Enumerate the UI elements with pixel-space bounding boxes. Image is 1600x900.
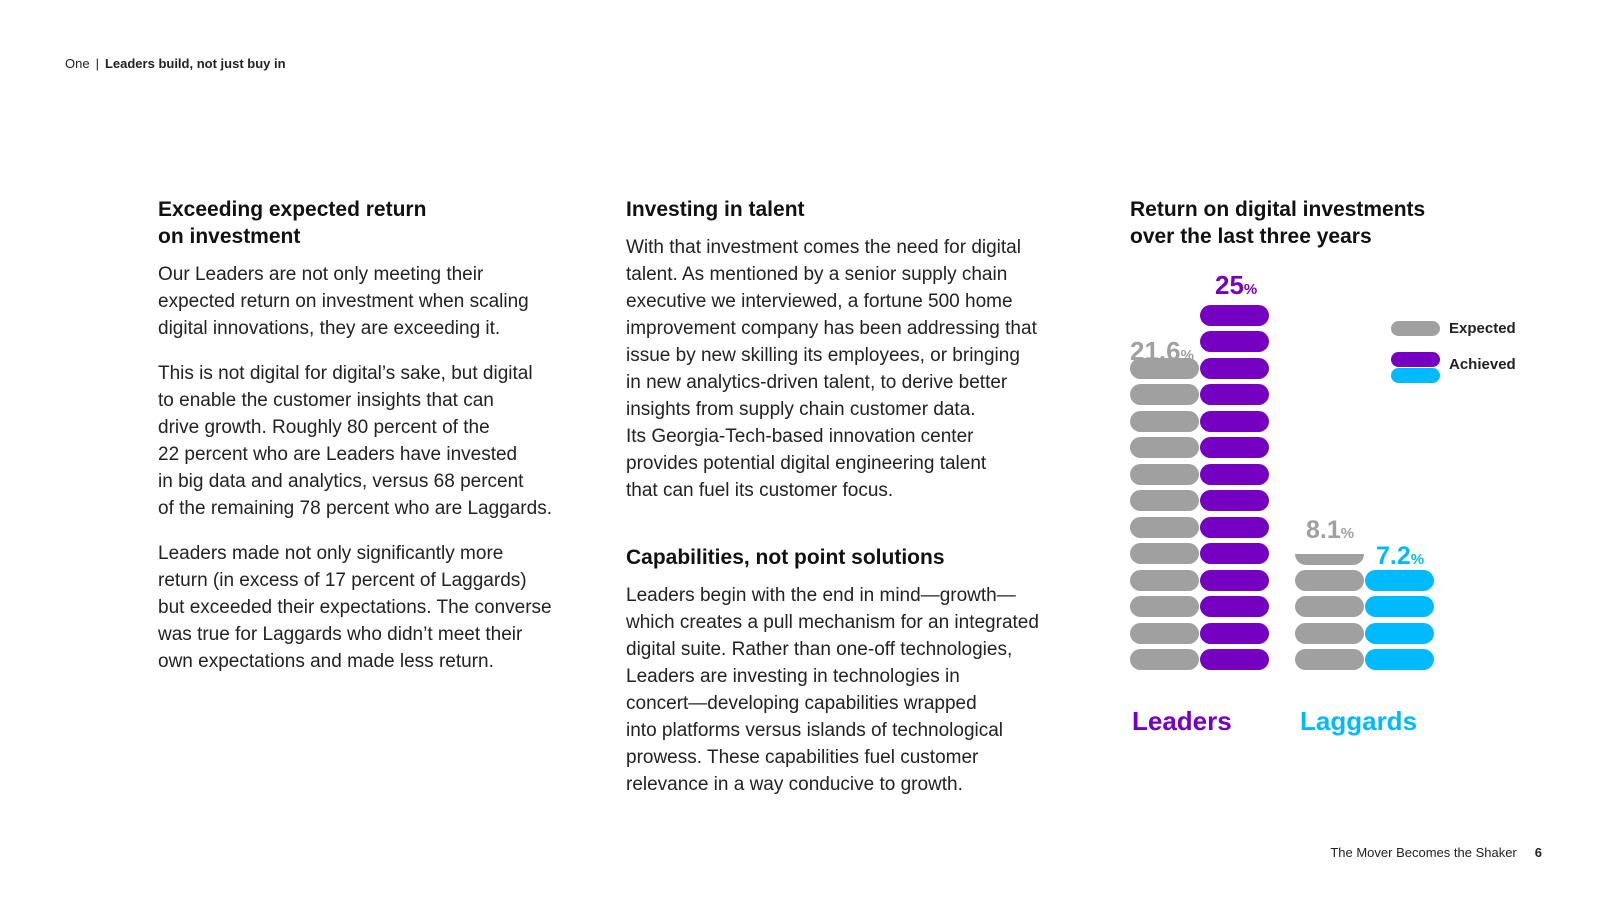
laggards-achieved-pill [1365, 622, 1434, 644]
leaders-achieved-pill [1200, 437, 1269, 458]
leaders-achieved-pill [1200, 357, 1269, 379]
leaders-expected-pill [1130, 463, 1199, 485]
leaders-expected-pill [1130, 384, 1199, 405]
legend-achieved: Achieved [1391, 352, 1516, 383]
laggards-achieved-unit: % [1410, 551, 1425, 568]
legend-achieved-swatch-laggards [1391, 368, 1440, 383]
leaders-achieved-pill [1200, 649, 1269, 670]
leaders-achieved-pill [1200, 384, 1269, 405]
leaders-expected-pill [1130, 516, 1199, 538]
laggards-achieved-pill [1365, 596, 1434, 617]
leaders-expected-pill [1130, 569, 1199, 591]
page-number: 6 [1534, 845, 1542, 860]
column-talent: Investing in talent With that investment… [626, 196, 1096, 798]
laggards-achieved-pill [1365, 569, 1434, 591]
heading-investing-talent: Investing in talent [626, 198, 805, 221]
legend-achieved-swatch-leaders [1391, 352, 1440, 367]
laggards-expected-pill [1295, 569, 1364, 591]
header-title: Leaders build, not just buy in [104, 56, 286, 71]
chart-title: Return on digital investments over the l… [1130, 198, 1426, 248]
leaders-expected-pill [1130, 622, 1199, 644]
leaders-achieved-pill [1200, 516, 1269, 538]
laggards-expected-value-label: 8.1% [1306, 516, 1354, 545]
legend-expected: Expected [1391, 320, 1516, 337]
legend-expected-label: Expected [1449, 320, 1516, 337]
laggards-expected-pill [1295, 649, 1364, 670]
heading-exceeding-return: Exceeding expected return on investment [158, 198, 427, 248]
laggards-expected-unit: % [1340, 525, 1355, 542]
laggards-achieved-value: 7.2 [1376, 542, 1411, 570]
paragraph-meeting-return: Our Leaders are not only meeting their e… [158, 264, 529, 339]
section-label: One [65, 56, 90, 71]
leaders-achieved-pill [1200, 490, 1269, 511]
paragraph-digital-sake: This is not digital for digital’s sake, … [158, 363, 552, 519]
leaders-achieved-pill [1200, 622, 1269, 644]
leaders-achieved-pill [1200, 569, 1269, 591]
leaders-achieved-value: 25 [1215, 270, 1244, 300]
leaders-expected-pill [1130, 596, 1199, 617]
laggards-expected-partial-pill [1295, 554, 1364, 565]
laggards-expected-value: 8.1 [1306, 516, 1341, 544]
laggards-category-label: Laggards [1300, 706, 1418, 736]
leaders-achieved-pill [1200, 463, 1269, 485]
legend-achieved-label: Achieved [1449, 356, 1516, 373]
leaders-achieved-pill [1200, 304, 1269, 326]
footer-title: The Mover Becomes the Shaker [1330, 845, 1517, 860]
leaders-expected-pill [1130, 437, 1199, 458]
leaders-expected-pill [1130, 490, 1199, 511]
heading-capabilities: Capabilities, not point solutions [626, 546, 945, 569]
leaders-expected-pill [1130, 357, 1199, 379]
paragraph-capabilities: Leaders begin with the end in mind—growt… [626, 585, 1039, 795]
return-chart: Return on digital investments over the l… [1130, 196, 1570, 756]
leaders-achieved-pill [1200, 543, 1269, 564]
leaders-achieved-unit: % [1243, 281, 1258, 298]
laggards-achieved-value-label: 7.2% [1376, 542, 1424, 571]
header-separator: | [95, 56, 99, 71]
laggards-achieved-pill [1365, 649, 1434, 670]
leaders-achieved-value-label: 25% [1215, 270, 1257, 301]
laggards-expected-pill [1295, 596, 1364, 617]
laggards-expected-pill [1295, 622, 1364, 644]
legend-expected-swatch [1391, 321, 1440, 336]
page-footer: The Mover Becomes the Shaker 6 [1330, 845, 1542, 860]
leaders-expected-pill [1130, 410, 1199, 432]
column-return: Exceeding expected return on investment … [158, 196, 598, 675]
leaders-achieved-pill [1200, 410, 1269, 432]
leaders-expected-pill [1130, 543, 1199, 564]
paragraph-leaders-return: Leaders made not only significantly more… [158, 543, 552, 672]
leaders-achieved-pill [1200, 331, 1269, 352]
leaders-category-label: Leaders [1132, 706, 1232, 736]
leaders-expected-pill [1130, 649, 1199, 670]
paragraph-talent: With that investment comes the need for … [626, 237, 1037, 501]
page-header: One | Leaders build, not just buy in [65, 56, 286, 71]
leaders-achieved-pill [1200, 596, 1269, 617]
